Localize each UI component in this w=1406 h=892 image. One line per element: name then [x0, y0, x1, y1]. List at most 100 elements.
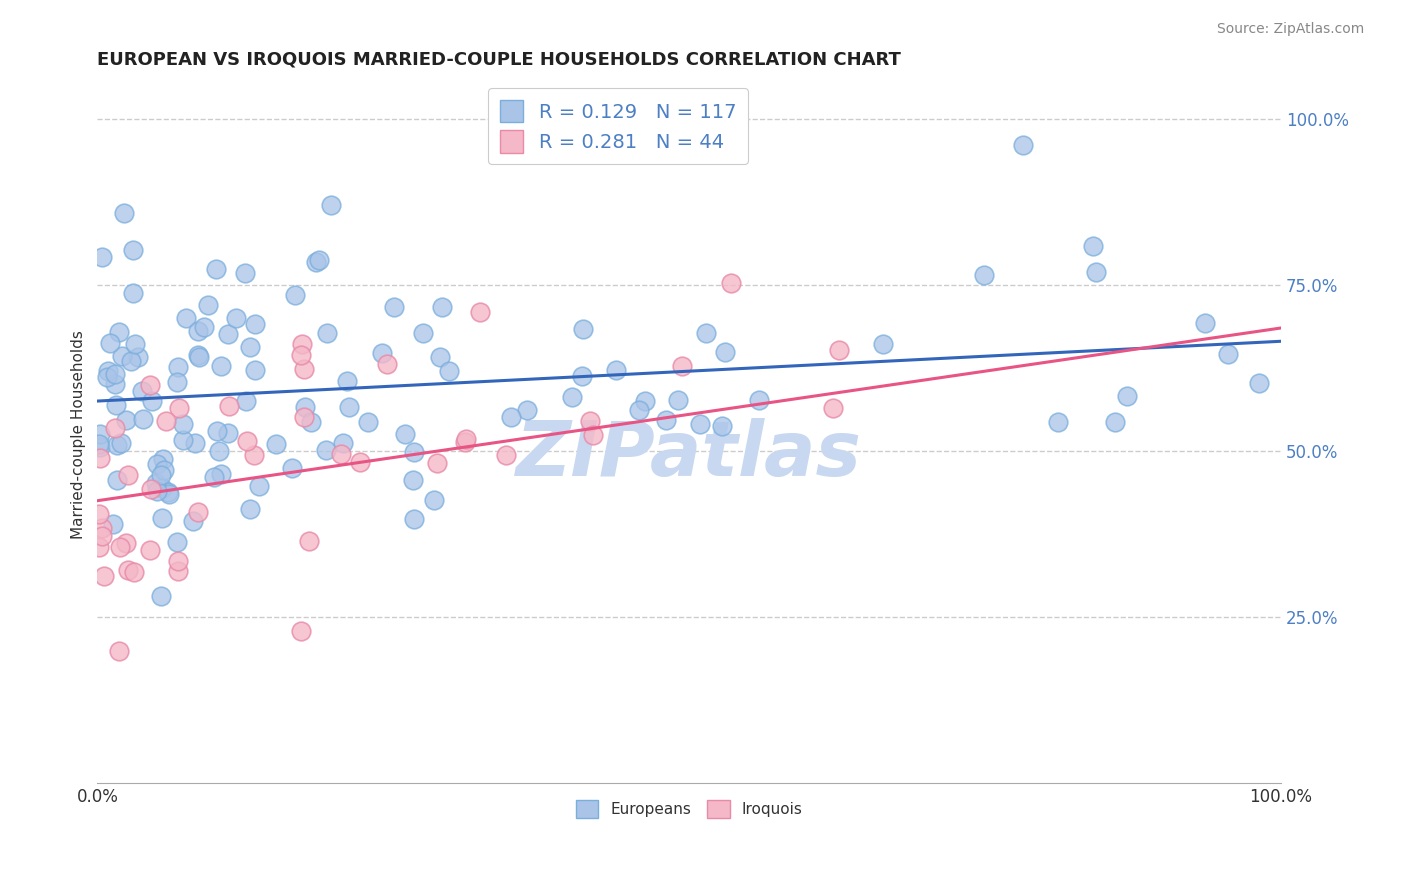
Point [423, 493, 446, 508]
Point [572, 322, 595, 336]
Point [108, 325, 131, 339]
Point [122, 243, 145, 257]
Point [292, 361, 315, 376]
Point [146, 457, 169, 471]
Point [516, 403, 538, 417]
Point [187, 505, 209, 519]
Point [150, 511, 173, 525]
Point [93, 569, 115, 583]
Point [209, 359, 232, 374]
Point [101, 516, 124, 531]
Point [689, 417, 711, 431]
Point [668, 392, 690, 407]
Point [337, 400, 360, 414]
Point [284, 288, 307, 302]
Point [208, 444, 231, 458]
Point [571, 368, 593, 383]
Point [294, 400, 316, 414]
Point [235, 393, 257, 408]
Point [561, 390, 583, 404]
Point [209, 467, 232, 481]
Point [98, 335, 121, 350]
Point [605, 363, 627, 377]
Legend: Europeans, Iroquois: Europeans, Iroquois [569, 795, 808, 824]
Point [281, 461, 304, 475]
Point [117, 564, 139, 578]
Point [426, 456, 449, 470]
Point [329, 447, 352, 461]
Point [152, 463, 174, 477]
Point [114, 412, 136, 426]
Point [97, 363, 120, 377]
Point [91, 250, 114, 264]
Text: Source: ZipAtlas.com: Source: ZipAtlas.com [1216, 22, 1364, 37]
Point [1084, 265, 1107, 279]
Point [146, 484, 169, 499]
Point [205, 424, 228, 438]
Point [356, 416, 378, 430]
Point [218, 399, 240, 413]
Point [152, 451, 174, 466]
Point [499, 410, 522, 425]
Point [1249, 376, 1271, 390]
Point [217, 326, 239, 341]
Point [655, 413, 678, 427]
Point [193, 320, 215, 334]
Point [89, 541, 111, 555]
Point [402, 512, 425, 526]
Point [167, 554, 190, 568]
Point [139, 482, 162, 496]
Point [671, 359, 693, 374]
Point [91, 529, 114, 543]
Point [291, 337, 314, 351]
Point [308, 252, 330, 267]
Point [713, 345, 735, 359]
Point [1012, 137, 1035, 152]
Point [394, 426, 416, 441]
Point [243, 317, 266, 331]
Point [155, 413, 177, 427]
Point [634, 393, 657, 408]
Point [172, 417, 194, 432]
Point [235, 266, 257, 280]
Point [172, 433, 194, 447]
Point [298, 534, 321, 549]
Point [187, 348, 209, 362]
Point [202, 470, 225, 484]
Point [377, 357, 399, 371]
Point [470, 305, 492, 319]
Point [110, 436, 132, 450]
Point [371, 346, 394, 360]
Point [319, 198, 342, 212]
Point [872, 337, 894, 351]
Point [167, 401, 190, 415]
Point [402, 473, 425, 487]
Point [120, 354, 142, 368]
Point [104, 398, 127, 412]
Point [184, 435, 207, 450]
Point [187, 324, 209, 338]
Point [225, 311, 247, 326]
Point [176, 311, 198, 326]
Point [167, 359, 190, 374]
Point [122, 565, 145, 579]
Point [243, 448, 266, 462]
Point [264, 436, 287, 450]
Point [127, 350, 149, 364]
Point [821, 401, 844, 416]
Point [1116, 389, 1139, 403]
Point [167, 565, 190, 579]
Point [748, 393, 770, 408]
Point [292, 409, 315, 424]
Point [711, 419, 734, 434]
Point [315, 326, 337, 340]
Point [828, 343, 851, 358]
Point [132, 411, 155, 425]
Point [299, 415, 322, 429]
Point [105, 438, 128, 452]
Point [96, 369, 118, 384]
Point [404, 444, 426, 458]
Point [181, 514, 204, 528]
Point [236, 434, 259, 449]
Point [332, 436, 354, 450]
